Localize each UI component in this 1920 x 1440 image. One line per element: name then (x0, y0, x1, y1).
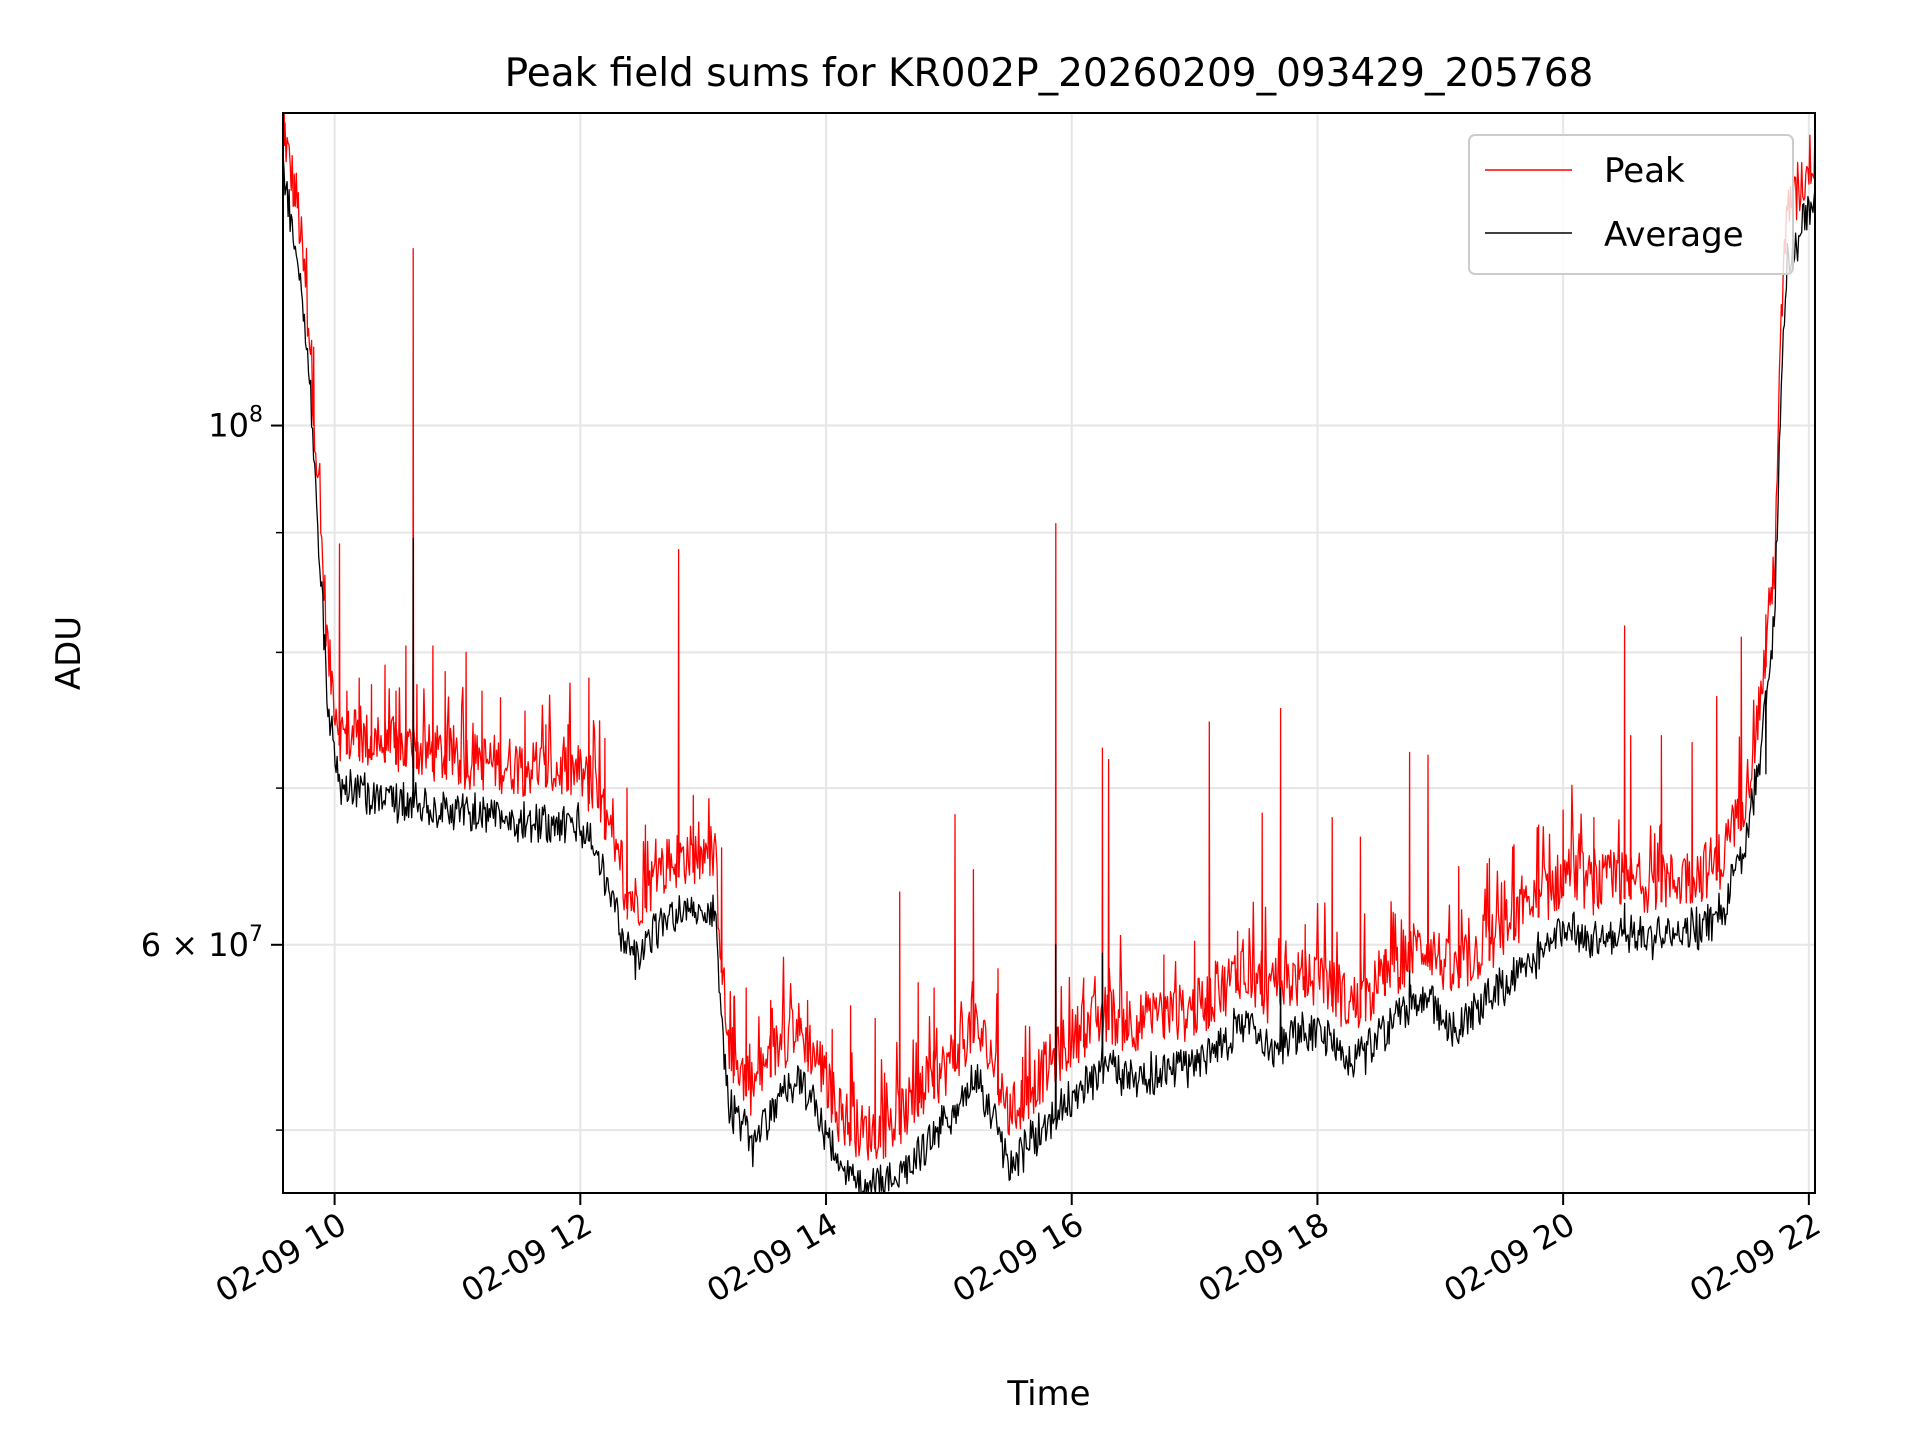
x-axis-label: Time (1006, 1374, 1090, 1414)
y-tick-base: 10 (208, 926, 249, 964)
y-tick-base: 10 (208, 407, 249, 445)
series-line-peak (282, 112, 1816, 1161)
y-tick-times: × (161, 926, 208, 964)
y-axis-label: ADU (49, 616, 89, 690)
chart-title: Peak field sums for KR002P_20260209_0934… (505, 51, 1594, 96)
y-tick-exponent: 7 (249, 922, 263, 947)
y-tick-label: 6 × 107 (141, 922, 263, 964)
legend-label-average: Average (1604, 215, 1744, 255)
y-tick-exponent: 8 (249, 403, 263, 428)
y-tick-coefficient: 6 (141, 926, 161, 964)
plot-series (282, 112, 1816, 1194)
legend: Peak Average (1468, 134, 1794, 275)
legend-label-peak: Peak (1604, 151, 1685, 191)
series-line-average (282, 153, 1816, 1194)
y-tick-label: 108 (208, 403, 263, 445)
grid (283, 113, 1815, 1193)
